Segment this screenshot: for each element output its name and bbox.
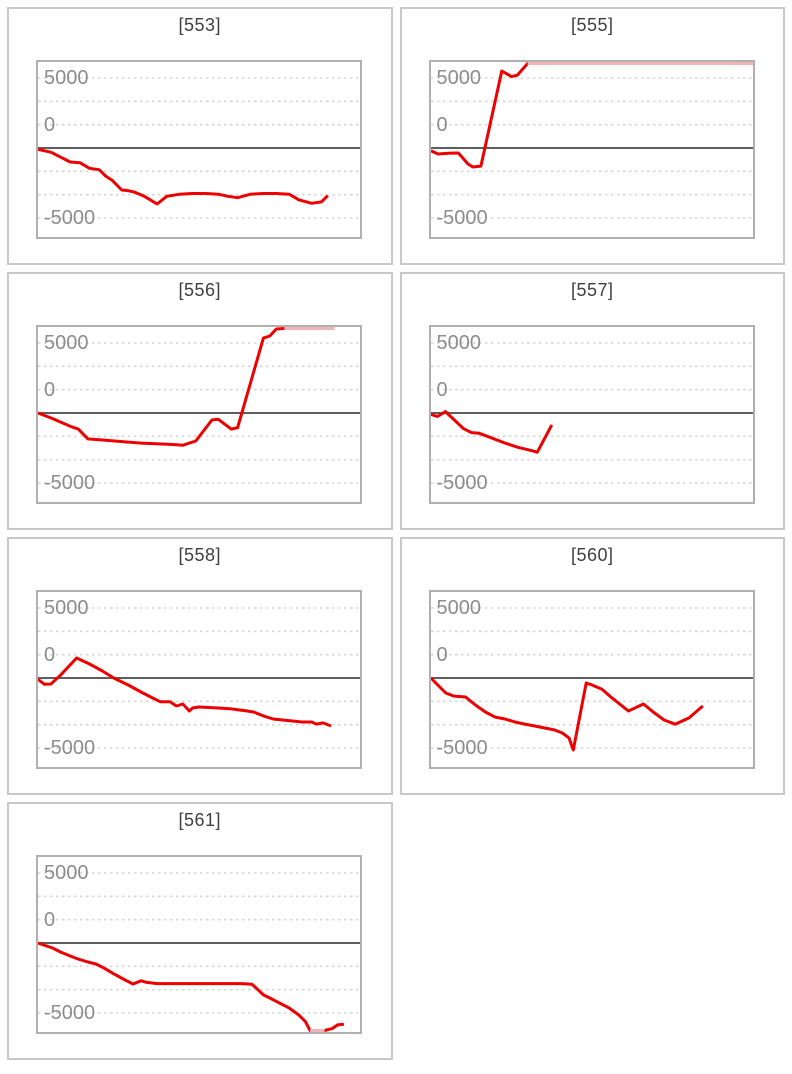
machine-chart-card: [553] 5000 0 -5000 xyxy=(7,7,393,265)
y-axis-label-minus5000: -5000 xyxy=(436,737,488,759)
plot-area: 5000 0 -5000 xyxy=(36,590,362,769)
y-axis-label-5000: 5000 xyxy=(436,597,482,619)
y-axis-label-0: 0 xyxy=(436,379,448,401)
y-axis-label-minus5000: -5000 xyxy=(436,207,488,229)
plot-area: 5000 0 -5000 xyxy=(36,60,362,239)
y-axis-label-minus5000: -5000 xyxy=(44,1002,96,1024)
machine-chart-card: [560] 5000 0 -5000 xyxy=(399,537,785,795)
line-chart-svg xyxy=(38,327,360,484)
y-axis-label-0: 0 xyxy=(436,644,448,666)
plot-area: 5000 0 -5000 xyxy=(428,590,755,769)
plot-area: 5000 0 -5000 xyxy=(36,325,362,504)
plot-area: 5000 0 -5000 xyxy=(36,855,362,1034)
y-axis-label-0: 0 xyxy=(44,644,56,666)
y-axis-label-5000: 5000 xyxy=(44,67,89,89)
machine-chart-card: [556] 5000 0 -5000 xyxy=(7,272,393,530)
plot-area: 5000 0 -5000 xyxy=(428,60,755,239)
line-chart-svg xyxy=(38,872,360,1032)
y-axis-label-minus5000: -5000 xyxy=(44,737,96,759)
line-chart-svg xyxy=(38,607,360,749)
y-axis-label-5000: 5000 xyxy=(44,332,89,354)
y-axis-label-0: 0 xyxy=(436,114,448,136)
machine-chart-card: [558] 5000 0 -5000 xyxy=(7,537,393,795)
machine-number-title: [553] xyxy=(178,15,222,35)
y-axis-label-0: 0 xyxy=(44,909,56,931)
y-axis-label-0: 0 xyxy=(44,114,56,136)
machine-number-title: [555] xyxy=(570,15,614,35)
machine-number-title: [557] xyxy=(570,280,614,300)
y-axis-label-minus5000: -5000 xyxy=(436,472,488,494)
machine-number-title: [561] xyxy=(178,810,222,830)
y-axis-label-minus5000: -5000 xyxy=(44,472,96,494)
y-axis-label-5000: 5000 xyxy=(436,67,482,89)
machine-chart-card: [557] 5000 0 -5000 xyxy=(399,272,785,530)
y-axis-label-5000: 5000 xyxy=(436,332,482,354)
machine-number-title: [558] xyxy=(178,545,222,565)
machine-chart-card: [555] 5000 0 -5000 xyxy=(399,7,785,265)
machine-number-title: [560] xyxy=(570,545,614,565)
y-axis-label-minus5000: -5000 xyxy=(44,207,96,229)
line-chart-svg xyxy=(430,342,753,484)
machine-number-title: [556] xyxy=(178,280,222,300)
line-chart-svg xyxy=(430,607,753,752)
y-axis-label-0: 0 xyxy=(44,379,56,401)
y-axis-label-5000: 5000 xyxy=(44,862,89,884)
machine-chart-card: [561] 5000 0 -5000 xyxy=(7,802,393,1060)
y-axis-label-5000: 5000 xyxy=(44,597,89,619)
line-chart-svg xyxy=(430,62,753,219)
plot-area: 5000 0 -5000 xyxy=(428,325,755,504)
line-chart-svg xyxy=(38,77,360,219)
